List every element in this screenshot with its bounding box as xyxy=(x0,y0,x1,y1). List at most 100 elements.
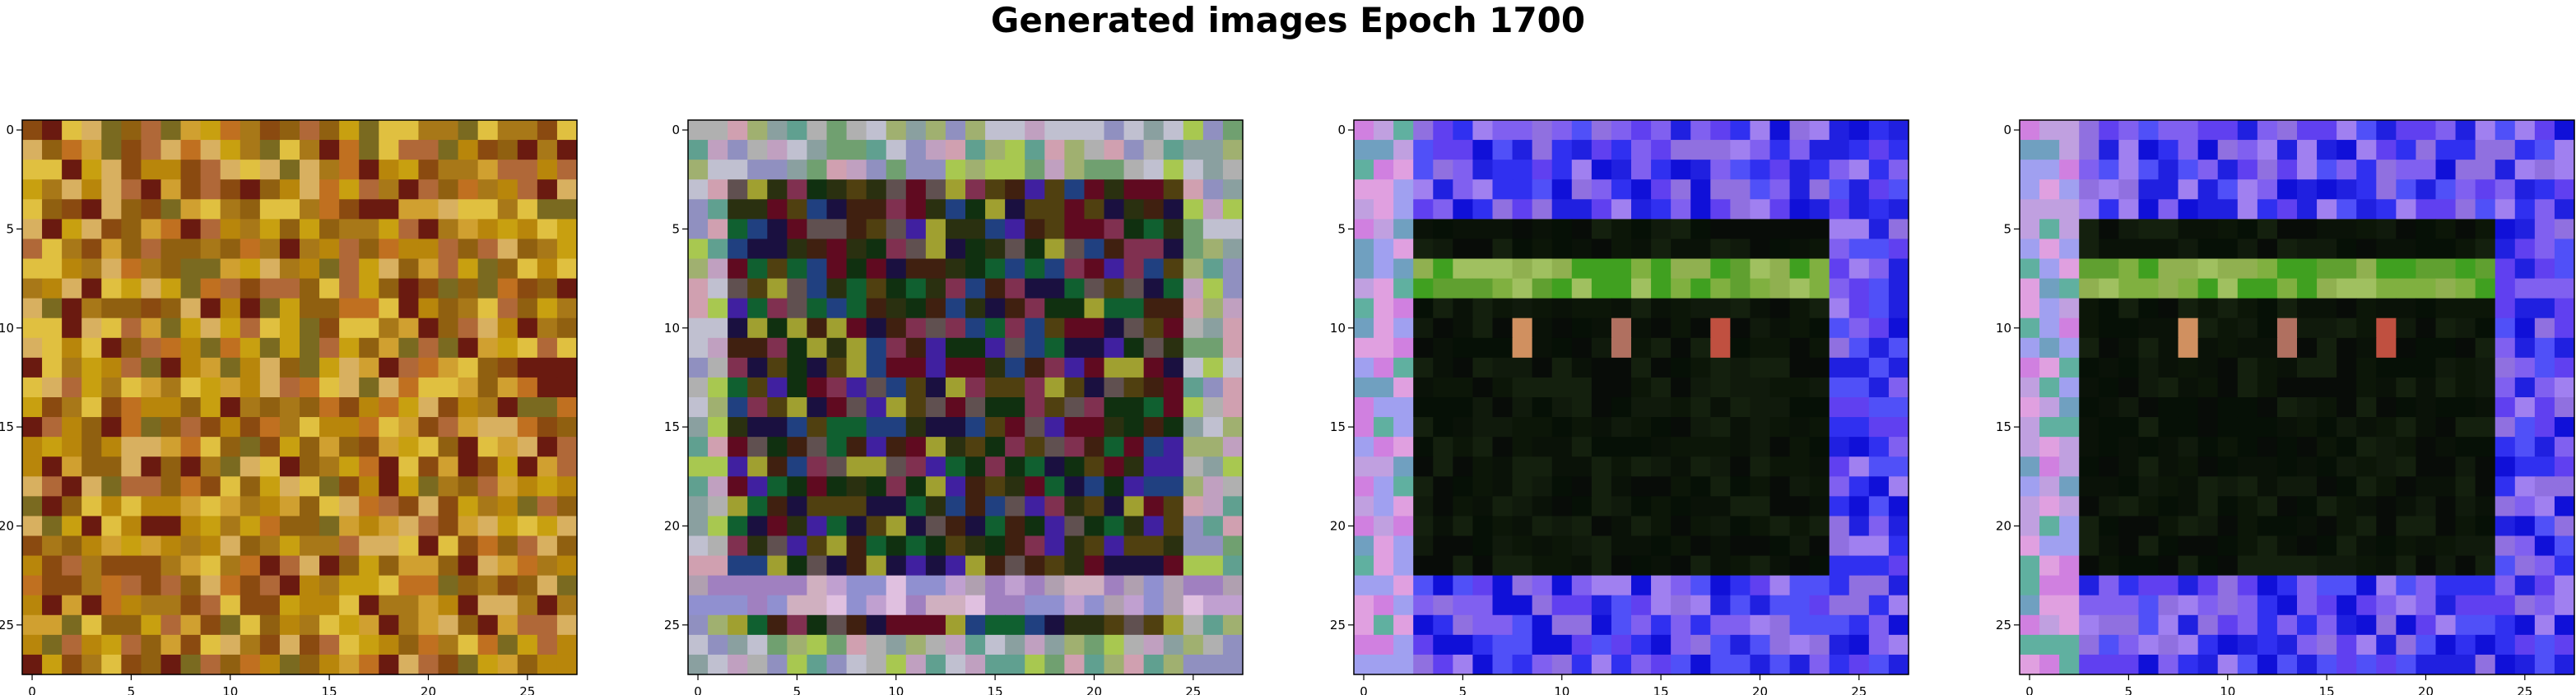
pixel-cell xyxy=(2337,199,2357,220)
pixel-cell xyxy=(2276,634,2298,656)
pixel-cell xyxy=(1631,179,1652,200)
pixel-cell xyxy=(688,634,709,656)
pixel-cell xyxy=(2276,595,2298,616)
pixel-cell xyxy=(1472,575,1494,596)
pixel-cell xyxy=(1084,555,1105,577)
pixel-cell xyxy=(62,298,82,319)
pixel-cell xyxy=(2099,239,2119,260)
pixel-cell xyxy=(1183,595,1204,616)
pixel-cell xyxy=(477,437,499,457)
pixel-cell xyxy=(1005,317,1025,339)
pixel-cell xyxy=(2079,219,2099,240)
pixel-cell xyxy=(1104,496,1125,517)
pixel-cell xyxy=(497,634,518,656)
pixel-cell xyxy=(1848,614,1870,636)
pixel-cell xyxy=(1809,575,1830,596)
pixel-cell xyxy=(1433,614,1453,636)
pixel-cell xyxy=(517,575,538,596)
pixel-cell xyxy=(1183,317,1204,339)
pixel-cell xyxy=(1453,575,1474,596)
pixel-cell xyxy=(2197,496,2219,517)
pixel-cell xyxy=(2475,258,2496,280)
pixel-cell xyxy=(2554,476,2575,497)
pixel-cell xyxy=(925,337,946,359)
x-tick-label: 0 xyxy=(694,684,702,695)
pixel-cell xyxy=(379,614,399,636)
pixel-cell xyxy=(1750,654,1771,675)
pixel-cell xyxy=(2376,516,2397,537)
pixel-cell xyxy=(2435,397,2457,418)
pixel-cell xyxy=(1354,199,1374,220)
pixel-cell xyxy=(1532,219,1553,240)
pixel-cell xyxy=(945,140,966,160)
pixel-cell xyxy=(1472,377,1494,398)
pixel-cell xyxy=(2554,258,2575,280)
pixel-cell xyxy=(2118,555,2140,577)
pixel-cell xyxy=(787,516,808,537)
pixel-cell xyxy=(2178,614,2199,636)
pixel-cell xyxy=(767,575,788,596)
pixel-cell xyxy=(2197,654,2219,675)
pixel-cell xyxy=(1769,239,1791,260)
pixel-cell xyxy=(259,476,281,497)
pixel-cell xyxy=(517,535,538,557)
pixel-cell xyxy=(2554,614,2575,636)
pixel-cell xyxy=(2237,654,2258,675)
pixel-cell xyxy=(141,516,162,537)
pixel-cell xyxy=(1690,317,1711,339)
pixel-cell xyxy=(1730,516,1751,537)
pixel-cell xyxy=(2039,516,2060,537)
pixel-cell xyxy=(2118,437,2140,457)
pixel-cell xyxy=(180,397,202,418)
pixel-cell xyxy=(2495,160,2516,180)
pixel-cell xyxy=(1222,417,1244,438)
pixel-cell xyxy=(1005,397,1025,418)
pixel-cell xyxy=(826,298,848,319)
pixel-cell xyxy=(141,160,162,180)
pixel-cell xyxy=(1044,496,1065,517)
pixel-cell xyxy=(239,258,261,280)
pixel-cell xyxy=(925,120,946,141)
pixel-cell xyxy=(458,456,479,477)
pixel-cell xyxy=(2158,317,2179,339)
pixel-cell xyxy=(556,258,578,280)
pixel-cell xyxy=(2455,496,2476,517)
pixel-cell xyxy=(2237,437,2258,457)
pixel-cell xyxy=(1769,298,1791,319)
pixel-cell xyxy=(2297,555,2318,577)
pixel-cell xyxy=(1769,140,1791,160)
pixel-cell xyxy=(2020,555,2040,577)
pixel-cell xyxy=(220,298,241,319)
pixel-cell xyxy=(2376,437,2397,457)
pixel-cell xyxy=(200,595,221,616)
pixel-cell xyxy=(1750,437,1771,457)
pixel-cell xyxy=(2514,516,2536,537)
pixel-cell xyxy=(767,456,788,477)
pixel-cell xyxy=(1393,595,1414,616)
pixel-cell xyxy=(160,179,182,200)
pixel-cell xyxy=(1631,317,1652,339)
pixel-cell xyxy=(1512,160,1533,180)
pixel-cell xyxy=(2039,317,2060,339)
pixel-cell xyxy=(1044,377,1065,398)
pixel-cell xyxy=(556,199,578,220)
pixel-cell xyxy=(517,239,538,260)
pixel-cell xyxy=(556,437,578,457)
pixel-cell xyxy=(2317,476,2337,497)
pixel-cell xyxy=(2495,317,2516,339)
pixel-cell xyxy=(279,239,300,260)
pixel-cell xyxy=(81,456,102,477)
pixel-cell xyxy=(1143,496,1165,517)
pixel-cell xyxy=(2297,337,2318,359)
pixel-cell xyxy=(2337,160,2357,180)
pixel-cell xyxy=(1710,634,1731,656)
pixel-cell xyxy=(1809,595,1830,616)
axes-frame xyxy=(687,119,1244,675)
pixel-cell xyxy=(2138,258,2160,280)
figure-title: Generated images Epoch 1700 xyxy=(990,0,1586,40)
pixel-cell xyxy=(2396,476,2417,497)
pixel-cell xyxy=(688,535,709,557)
pixel-cell xyxy=(1354,634,1374,656)
pixel-cell xyxy=(2138,535,2160,557)
pixel-cell xyxy=(2138,239,2160,260)
